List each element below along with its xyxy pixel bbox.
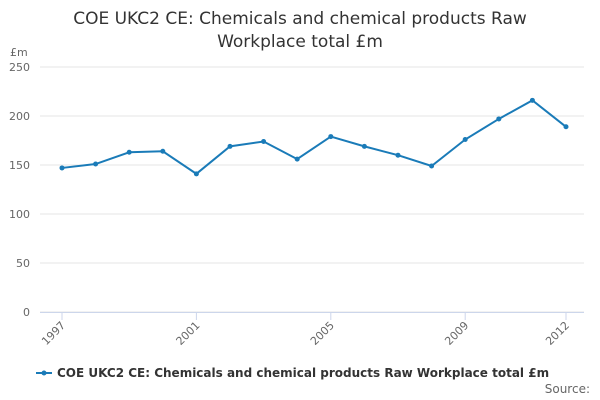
point <box>294 156 300 162</box>
y-tick-label: 50 <box>16 257 30 270</box>
y-tick-label: 200 <box>9 110 30 123</box>
point <box>160 148 166 154</box>
point <box>529 97 535 103</box>
point <box>328 134 334 140</box>
point <box>193 171 199 177</box>
point <box>93 161 99 167</box>
y-tick-label: 250 <box>9 61 30 74</box>
point <box>361 143 367 149</box>
y-tick-label: 150 <box>9 159 30 172</box>
x-tick-label: 1997 <box>39 319 68 348</box>
x-tick-label: 2009 <box>442 319 471 348</box>
point <box>261 138 267 144</box>
x-tick-label: 2001 <box>174 319 203 348</box>
point <box>496 116 502 122</box>
y-axis-label: £m <box>10 46 28 59</box>
point <box>462 137 468 143</box>
legend-label: COE UKC2 CE: Chemicals and chemical prod… <box>57 366 549 380</box>
legend-marker <box>41 370 47 376</box>
source: Source: <box>545 382 590 396</box>
point <box>227 143 233 149</box>
y-tick-label: 100 <box>9 208 30 221</box>
x-tick-label: 2005 <box>308 319 337 348</box>
point <box>429 163 435 169</box>
x-tick-label: 2012 <box>543 319 572 348</box>
point <box>59 165 65 171</box>
series-line <box>61 99 567 176</box>
point <box>563 124 569 130</box>
chart-title: COE UKC2 CE: Chemicals and chemical prod… <box>73 9 527 52</box>
point <box>126 149 132 155</box>
point <box>395 152 401 158</box>
y-tick-label: 0 <box>23 306 30 319</box>
